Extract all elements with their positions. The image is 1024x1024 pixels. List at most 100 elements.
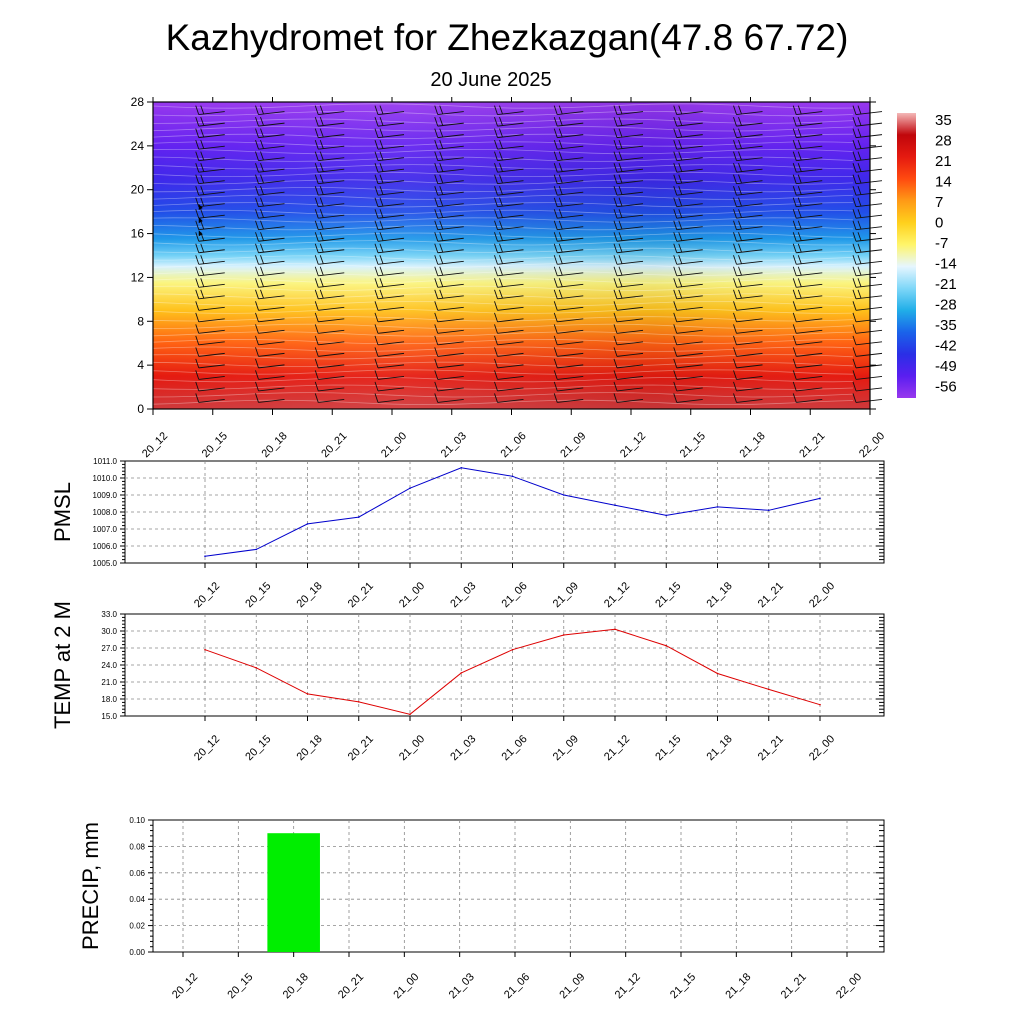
colorbar-label: 28 xyxy=(935,133,952,150)
wind-barb xyxy=(497,168,524,173)
wind-barb-flag xyxy=(673,209,678,219)
wind-barb-flag xyxy=(852,128,857,138)
wind-barb-flag xyxy=(374,301,379,311)
wind-barb-flag xyxy=(553,278,558,288)
wind-barb xyxy=(497,145,524,150)
wind-barb-flag xyxy=(678,197,683,207)
wind-barb xyxy=(676,180,703,185)
isoline xyxy=(152,361,854,368)
wind-barb-flag xyxy=(379,128,384,138)
colorbar-label: 21 xyxy=(935,153,952,170)
wind-barb-flag xyxy=(319,116,324,126)
wind-barb-flag xyxy=(434,128,439,138)
wind-barb-flag xyxy=(494,197,498,207)
wind-barb-flag xyxy=(439,128,444,138)
wind-barb-flag xyxy=(738,128,742,138)
wind-barb-flag xyxy=(195,335,200,346)
wind-barb xyxy=(616,387,644,392)
wind-barb-flag xyxy=(195,174,200,184)
wind-barb xyxy=(796,111,823,116)
wind-barb xyxy=(437,111,464,116)
wind-barb xyxy=(616,364,644,369)
wind-barb xyxy=(437,375,464,380)
wind-barb-flag xyxy=(733,105,737,115)
wind-barb-flag xyxy=(857,289,862,299)
isoline xyxy=(152,247,854,254)
isoline xyxy=(152,232,854,238)
wind-barb-flag xyxy=(374,116,379,127)
wind-barb xyxy=(796,260,823,265)
wind-barb-flag xyxy=(379,186,384,195)
wind-barb-flag xyxy=(255,140,259,150)
wind-barb xyxy=(676,249,703,254)
isolines xyxy=(152,103,854,406)
wind-barb-flag xyxy=(738,139,742,149)
wind-barb-flag xyxy=(678,266,683,276)
wind-barb-flag xyxy=(673,255,678,265)
wind-barb-flag xyxy=(439,209,444,218)
wind-barb xyxy=(676,191,703,196)
wind-barb-flag xyxy=(434,105,439,115)
wind-barb-flag xyxy=(558,255,563,264)
wind-barb-flag xyxy=(678,151,683,161)
wind-barb-flag xyxy=(553,255,558,265)
wind-barb xyxy=(676,306,703,311)
isoline xyxy=(152,262,854,269)
wind-barb-flag xyxy=(797,209,802,218)
wind-barb xyxy=(855,168,883,173)
wind-barb xyxy=(258,318,285,323)
wind-barb-flag xyxy=(797,266,802,276)
wind-barb xyxy=(736,134,763,139)
wind-barb-flag xyxy=(852,381,857,392)
wind-barb-flag xyxy=(852,243,857,253)
wind-barb-flag xyxy=(499,209,503,218)
wind-barb-flag xyxy=(852,370,857,380)
wind-barb xyxy=(377,237,405,242)
x-tick-label: 21_21 xyxy=(779,971,809,1001)
colorbar-label: -35 xyxy=(935,317,957,334)
wind-barb xyxy=(198,168,225,173)
wind-barb xyxy=(318,272,345,277)
wind-barb-flag xyxy=(618,174,623,184)
wind-barb-flag xyxy=(738,163,742,172)
wind-barb-flag xyxy=(558,209,563,218)
wind-barb-flag xyxy=(374,289,379,299)
wind-barb-flag xyxy=(319,255,324,264)
wind-barb-flag xyxy=(678,209,683,218)
wind-barb-flag xyxy=(852,105,857,115)
wind-barb xyxy=(198,191,225,196)
wind-barb xyxy=(437,306,464,311)
wind-barb xyxy=(497,134,524,139)
wind-barb xyxy=(377,157,405,162)
wind-barb xyxy=(796,318,823,323)
wind-barb-flag xyxy=(314,116,319,127)
wind-barb-flag xyxy=(673,358,678,369)
wind-barb xyxy=(855,214,883,219)
wind-barb xyxy=(318,260,345,265)
wind-barb xyxy=(377,375,405,380)
wind-barb xyxy=(796,387,823,392)
wind-barb xyxy=(676,134,703,139)
wind-barb xyxy=(796,134,823,139)
wind-barb-flag xyxy=(319,186,324,195)
wind-barb xyxy=(676,398,703,403)
wind-barb-flag xyxy=(260,105,264,115)
wind-barb xyxy=(557,134,584,139)
wind-barb-flag xyxy=(494,151,498,161)
wind-barb xyxy=(736,387,763,392)
wind-barb-flag xyxy=(733,347,737,357)
x-tick-label: 21_18 xyxy=(705,733,735,763)
wind-barb xyxy=(318,237,345,242)
y-tick-label: 21.0 xyxy=(101,678,117,687)
pmsl-point xyxy=(767,509,770,512)
y-tick-label: 0.06 xyxy=(129,869,145,878)
wind-barb xyxy=(855,387,883,392)
wind-barb-flag xyxy=(200,151,205,161)
y-tick-label: 0.04 xyxy=(129,895,145,904)
wind-barb-flag xyxy=(374,220,379,230)
wind-barb xyxy=(676,318,703,323)
wind-barb-flag xyxy=(792,128,797,138)
wind-barb xyxy=(796,180,823,185)
wind-barb-flag xyxy=(553,301,558,311)
wind-barb-flag xyxy=(260,116,264,126)
